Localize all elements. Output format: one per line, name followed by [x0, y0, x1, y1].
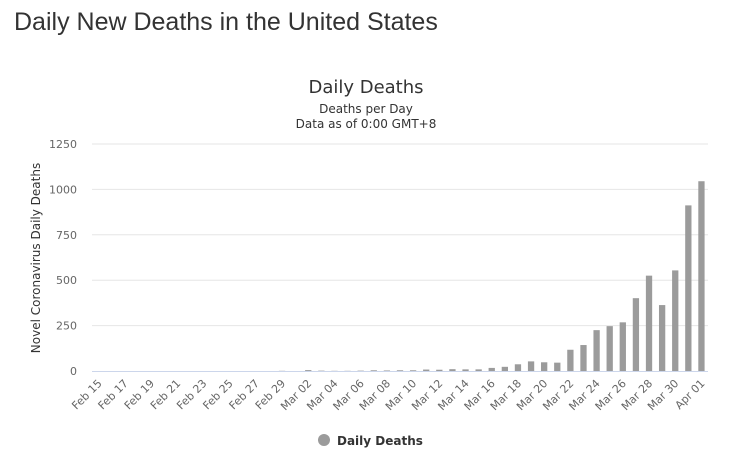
bar[interactable]	[370, 370, 377, 371]
bar[interactable]	[449, 369, 456, 371]
bar[interactable]	[501, 366, 508, 371]
bar[interactable]	[514, 364, 522, 371]
bar[interactable]	[462, 369, 469, 371]
bar[interactable]	[383, 370, 391, 371]
bar[interactable]	[580, 345, 587, 371]
bar[interactable]	[606, 326, 613, 371]
bar[interactable]	[593, 330, 600, 371]
y-tick-label: 1000	[49, 183, 77, 196]
legend-swatch-daily-deaths[interactable]	[318, 434, 330, 446]
chart-subtitle-line-2: Data as of 0:00 GMT+8	[296, 117, 437, 131]
grid-lines	[92, 143, 708, 327]
y-tick-label: 1250	[49, 138, 77, 151]
bar[interactable]	[645, 275, 653, 371]
y-tick-label: 0	[70, 365, 77, 378]
legend-label-daily-deaths[interactable]: Daily Deaths	[337, 434, 423, 448]
chart-subtitle-line-1: Deaths per Day	[319, 102, 413, 116]
chart-title: Daily Deaths	[308, 77, 423, 98]
bar[interactable]	[619, 322, 626, 371]
bar[interactable]	[541, 362, 548, 371]
legend[interactable]: Daily Deaths	[318, 434, 423, 448]
bar-series	[278, 181, 705, 371]
y-axis-label: Novel Coronavirus Daily Deaths	[29, 163, 43, 353]
bar[interactable]	[305, 370, 312, 371]
bar[interactable]	[423, 369, 430, 371]
bar[interactable]	[685, 205, 692, 371]
x-tick-label: Apr 01	[673, 377, 708, 412]
bar[interactable]	[567, 349, 574, 371]
bar[interactable]	[409, 370, 417, 371]
bar[interactable]	[632, 298, 640, 371]
bar[interactable]	[527, 361, 535, 371]
bar[interactable]	[658, 305, 666, 371]
bar[interactable]	[396, 370, 404, 371]
bar[interactable]	[488, 367, 495, 371]
bar[interactable]	[698, 181, 705, 371]
y-tick-label: 750	[56, 229, 77, 242]
y-axis-ticks: 0 250 500 750 1000 1250	[49, 138, 77, 378]
page-heading: Daily New Deaths in the United States	[14, 8, 438, 36]
bar[interactable]	[475, 369, 482, 371]
y-tick-label: 500	[56, 274, 77, 287]
y-tick-label: 250	[56, 320, 77, 333]
bar[interactable]	[672, 270, 679, 371]
bar[interactable]	[436, 369, 443, 371]
bar[interactable]	[554, 362, 561, 371]
